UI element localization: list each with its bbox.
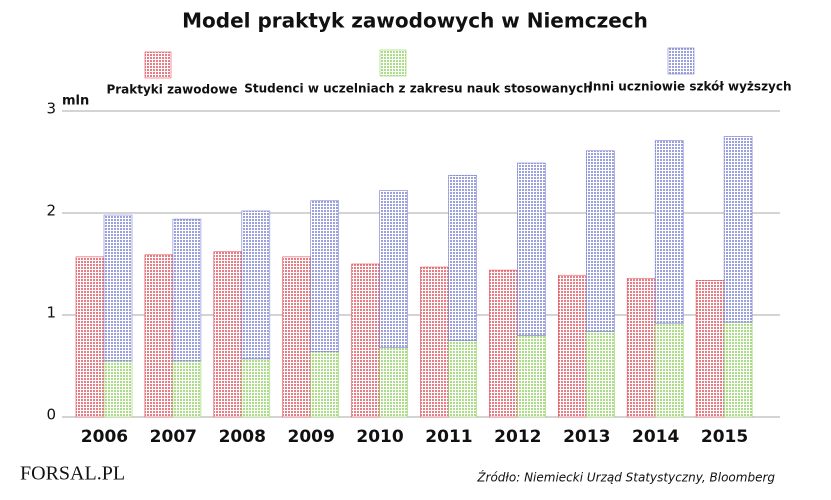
legend-swatch (379, 49, 407, 77)
bar (420, 266, 449, 418)
x-tick-label: 2007 (150, 427, 197, 447)
x-tick-label: 2009 (287, 427, 334, 447)
bar (557, 274, 587, 418)
x-tick-label: 2014 (632, 427, 679, 447)
bar (654, 140, 684, 324)
bar (144, 254, 174, 418)
legend-swatch (667, 47, 695, 75)
bar (489, 269, 518, 418)
bar (448, 174, 477, 341)
x-tick-label: 2006 (81, 427, 128, 447)
bar (213, 251, 243, 418)
bar (241, 358, 271, 418)
bar (654, 322, 684, 418)
bar (351, 263, 380, 418)
legend-swatch (144, 51, 172, 79)
bar (282, 256, 312, 418)
y-tick-label: 3 (46, 100, 56, 118)
bar (310, 351, 340, 418)
bar (517, 335, 546, 418)
bar (241, 210, 271, 360)
bar (103, 214, 133, 362)
x-tick-label: 2011 (425, 427, 472, 447)
bar (172, 218, 202, 362)
x-tick-label: 2015 (701, 427, 748, 447)
bar (585, 150, 615, 332)
bar (172, 360, 202, 418)
bar (448, 340, 477, 418)
bar (310, 200, 340, 353)
legend-label: Inni uczniowie szkół wyższych (588, 80, 791, 94)
bar (626, 277, 656, 418)
bar (723, 321, 753, 418)
bar (75, 256, 105, 418)
source: Źródło: Niemiecki Urząd Statystyczny, Bl… (476, 470, 775, 485)
chart-title: Model praktyk zawodowych w Niemczech (182, 9, 648, 33)
y-tick-label: 0 (46, 406, 56, 424)
x-tick-label: 2013 (563, 427, 610, 447)
bar (585, 331, 615, 418)
logo: FORSAL.PL (20, 463, 125, 485)
legend-label: Studenci w uczelniach z zakresu nauk sto… (244, 82, 592, 96)
x-tick-label: 2012 (494, 427, 541, 447)
bar (379, 190, 408, 348)
y-axis-label: mln (62, 94, 89, 109)
legend-label: Praktyki zawodowe (106, 83, 237, 97)
y-tick-label: 2 (46, 202, 56, 220)
bar (695, 280, 725, 418)
bar (723, 136, 753, 323)
bar (103, 360, 133, 418)
x-tick-label: 2010 (356, 427, 403, 447)
x-tick-label: 2008 (219, 427, 266, 447)
y-tick-label: 1 (46, 304, 56, 322)
bar (517, 162, 546, 336)
bar (379, 347, 408, 418)
